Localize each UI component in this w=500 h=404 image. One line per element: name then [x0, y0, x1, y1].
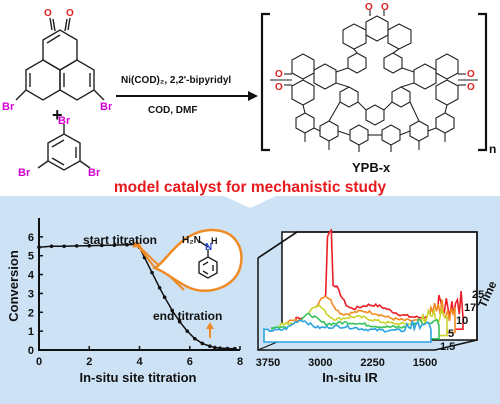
conversion-point: [150, 270, 154, 275]
amine-group-label: H₂N: [182, 235, 201, 246]
conversion-point: [213, 345, 217, 350]
oxygen-atom: O: [44, 8, 52, 19]
y-tick-label: 5: [28, 251, 34, 263]
conversion-point: [100, 243, 104, 248]
conversion-point: [200, 341, 205, 346]
conversion-point: [62, 244, 66, 249]
nitrogen-atom: N: [205, 242, 212, 253]
phenylhydrazine-structure: [198, 240, 218, 279]
solvent-conditions: COD, DMF: [148, 105, 197, 116]
product-polymer-structure: [270, 10, 478, 152]
conversion-point: [225, 346, 230, 351]
ir-x-tick-label: 3000: [308, 357, 332, 369]
oxygen-atom: O: [275, 82, 283, 93]
x-tick-label: 6: [187, 356, 193, 368]
conversion-point: [49, 244, 54, 249]
product-name: YPB-x: [352, 160, 391, 175]
reagent-conditions: Ni(COD)₂, 2,2'-bipyridyl: [121, 75, 231, 86]
ir-x-tick-label: 2250: [360, 357, 384, 369]
y-axis-label: Conversion: [6, 250, 21, 322]
x-tick-label: 4: [136, 356, 143, 368]
start-titration-label: start titration: [83, 233, 157, 247]
plus-sign: +: [52, 105, 63, 125]
phenylhydrazine-bubble: [152, 228, 243, 293]
oxygen-atom: O: [467, 82, 475, 93]
time-tick-label: 1.5: [440, 341, 455, 353]
end-titration-label: end titration: [153, 309, 222, 323]
ir-x-tick-label: 3750: [256, 357, 280, 369]
y-tick-label: 6: [28, 232, 34, 244]
y-tick-label: 0: [28, 345, 34, 357]
conversion-point: [112, 243, 117, 247]
conversion-point: [185, 329, 190, 333]
bromine-atom: Br: [58, 115, 71, 127]
time-tick-label: 5: [448, 328, 454, 340]
bromine-atom: Br: [2, 101, 15, 113]
conversion-point: [170, 308, 174, 313]
x-tick-label: 2: [86, 356, 92, 368]
y-tick-label: 2: [28, 307, 34, 319]
reactant-tribromobenzene: [37, 124, 91, 171]
conversion-point: [218, 346, 222, 350]
time-tick-label: 17: [464, 302, 476, 314]
ir-x-axis-label: In-situ IR: [322, 370, 378, 385]
conversion-point: [157, 285, 162, 290]
x-tick-label: 8: [237, 356, 243, 368]
oxygen-atom: O: [381, 2, 389, 13]
time-tick-label: 25: [472, 289, 484, 301]
reactant-dibromo-dione: [15, 17, 105, 101]
arrow-head-icon: [248, 91, 258, 101]
oxygen-atom: O: [365, 2, 373, 13]
y-tick-label: 3: [28, 288, 34, 300]
polymer-brackets: [260, 12, 488, 152]
x-axis-label: In-situ site titration: [80, 370, 197, 385]
conversion-point: [87, 243, 92, 248]
bromine-atom: Br: [18, 167, 31, 179]
conversion-point: [37, 245, 41, 250]
conversion-point: [192, 336, 197, 341]
repeat-subscript: n: [489, 142, 496, 156]
conversion-point: [125, 242, 129, 247]
ir-x-tick-label: 1500: [413, 357, 437, 369]
conversion-point: [208, 344, 212, 349]
conversion-point: [233, 346, 237, 351]
conversion-point: [74, 244, 79, 248]
y-tick-label: 4: [28, 270, 35, 282]
hydrogen-atom: H: [211, 236, 218, 246]
conversion-point: [177, 319, 182, 324]
ir-spectrum-line: [263, 319, 432, 343]
bromine-atom: Br: [88, 167, 101, 179]
oxygen-atom: O: [467, 69, 475, 80]
arrow-up-icon: [206, 322, 214, 329]
oxygen-atom: O: [66, 8, 74, 19]
oxygen-atom: O: [275, 69, 283, 80]
start-titration-marker-icon: [131, 239, 142, 248]
section-heading: model catalyst for mechanistic study: [114, 179, 387, 196]
conversion-point: [162, 295, 167, 300]
y-tick-label: 1: [28, 326, 34, 338]
x-tick-label: 0: [36, 356, 42, 368]
bromine-atom: Br: [100, 101, 113, 113]
time-tick-label: 10: [456, 315, 468, 327]
